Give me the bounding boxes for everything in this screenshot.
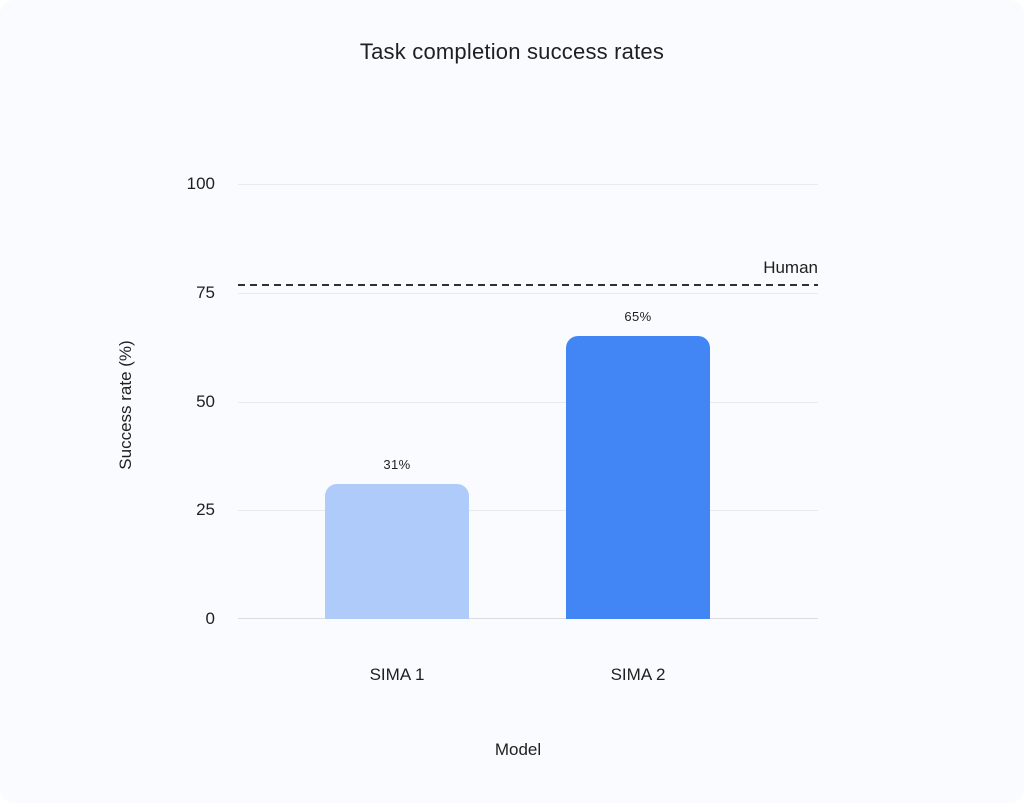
chart-title: Task completion success rates — [359, 39, 665, 64]
y-tick-label-25: 25 — [196, 500, 215, 520]
y-tick-label-50: 50 — [196, 391, 215, 411]
y-tick-label-0: 0 — [205, 609, 215, 628]
bar-value-label-sima-1: 31% — [383, 457, 411, 473]
gridline-25 — [238, 510, 818, 512]
plot-area: 0 25 50 75 100 Human 31% SIMA 1 65% SIMA 2 — [187, 174, 818, 684]
bar-sima-2 — [566, 336, 710, 619]
gridline-75 — [238, 292, 818, 294]
bar-value-label-sima-2: 65% — [624, 309, 652, 325]
gridline-50 — [238, 401, 818, 403]
bar-sima-1 — [325, 484, 469, 619]
y-tick-label-75: 75 — [196, 282, 215, 302]
x-tick-label-sima-2: SIMA 2 — [610, 665, 666, 684]
gridline-100 — [238, 184, 818, 185]
human-baseline-label: Human — [763, 258, 818, 278]
y-tick-label-100: 100 — [186, 174, 215, 193]
x-axis-title: Model — [494, 740, 542, 759]
x-axis-line — [238, 618, 818, 619]
y-axis-title: Success rate (%) — [116, 340, 135, 470]
human-baseline-line: Human — [238, 258, 818, 287]
x-tick-label-sima-1: SIMA 1 — [369, 665, 425, 684]
